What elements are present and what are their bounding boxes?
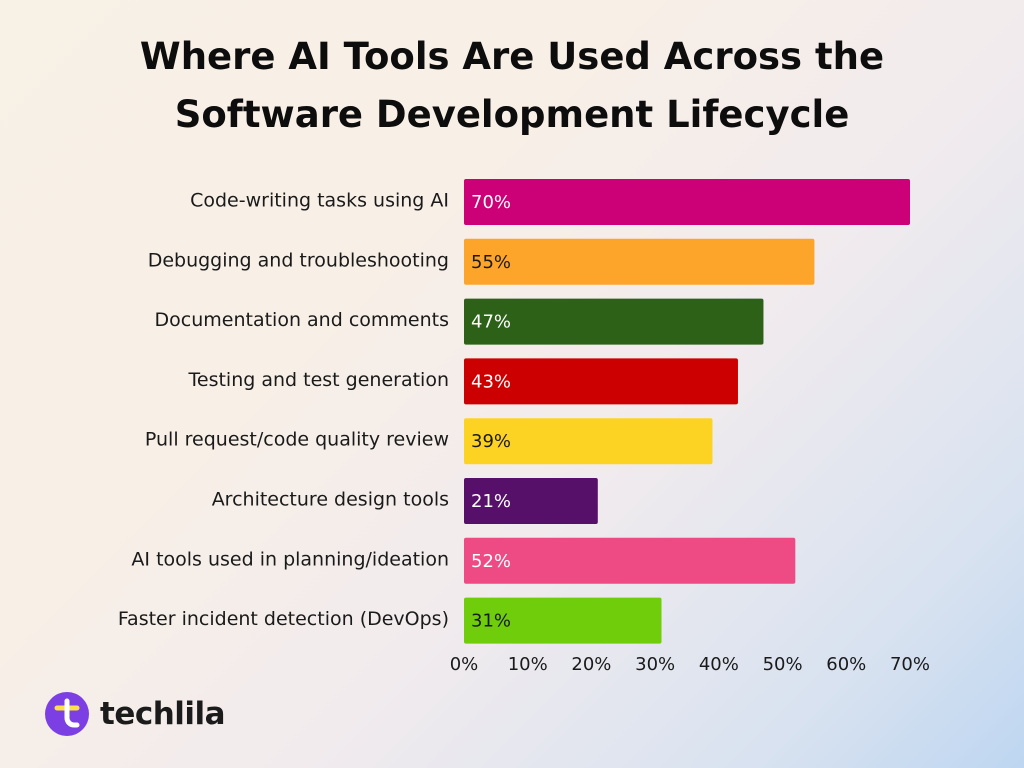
x-tick-label: 50% [763, 654, 803, 675]
bar-value-label: 55% [471, 252, 511, 273]
bar-chart: Code-writing tasks using AI 70% Debugging … [118, 179, 930, 675]
x-tick-label: 10% [508, 654, 548, 675]
x-tick-label: 30% [635, 654, 675, 675]
category-label: AI tools used in planning/ideation [131, 548, 449, 570]
bar [464, 418, 713, 465]
x-tick-label: 70% [890, 654, 930, 675]
chart-title-line-1: Where AI Tools Are Used Across the [139, 35, 885, 78]
bar-value-label: 39% [471, 431, 511, 452]
chart-title-line-2: Software Development Lifecycle [174, 93, 850, 136]
bar [464, 597, 662, 644]
brand-logo: techlila [44, 690, 226, 738]
brand-name: techlila [100, 696, 226, 732]
category-label: Code-writing tasks using AI [190, 190, 449, 212]
x-tick-label: 60% [826, 654, 866, 675]
category-label: Documentation and comments [155, 309, 449, 331]
category-label: Pull request/code quality review [145, 429, 449, 451]
x-tick-label: 20% [571, 654, 611, 675]
bar-value-label: 21% [471, 491, 511, 512]
bar-value-label: 43% [471, 371, 511, 392]
x-tick-label: 40% [699, 654, 739, 675]
bar [464, 358, 738, 405]
category-label: Architecture design tools [212, 489, 449, 511]
bar-value-label: 47% [471, 312, 511, 333]
bar [464, 179, 910, 225]
x-tick-label: 0% [450, 654, 479, 675]
bar [464, 478, 598, 524]
bar [464, 298, 764, 345]
bar [464, 238, 815, 285]
category-label: Testing and test generation [188, 369, 449, 391]
category-label: Faster incident detection (DevOps) [118, 608, 449, 630]
bar-value-label: 31% [471, 611, 511, 632]
bar-value-label: 70% [471, 192, 511, 213]
category-label: Debugging and troubleshooting [148, 249, 449, 271]
chart-title: Where AI Tools Are Used Across the Softw… [60, 28, 964, 144]
bar-value-label: 52% [471, 551, 511, 572]
techlila-logo-icon [45, 692, 89, 736]
bar [464, 537, 796, 584]
